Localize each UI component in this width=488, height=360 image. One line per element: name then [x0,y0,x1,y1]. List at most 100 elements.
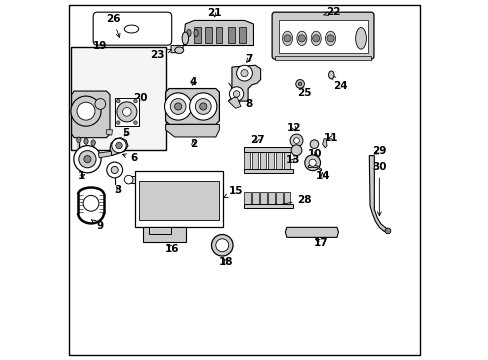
Circle shape [290,145,301,156]
Polygon shape [285,227,338,237]
Text: 15: 15 [223,186,243,198]
Polygon shape [244,151,250,170]
Text: 26: 26 [105,14,120,37]
Circle shape [112,138,126,153]
Text: 17: 17 [314,238,328,248]
Bar [143,227,186,242]
Bar [267,192,274,206]
Text: 5: 5 [122,129,129,138]
Circle shape [95,99,105,109]
Ellipse shape [328,71,333,79]
Polygon shape [267,151,273,170]
Polygon shape [308,166,321,171]
Circle shape [116,99,120,103]
Polygon shape [149,227,171,234]
Polygon shape [126,176,135,183]
Polygon shape [276,151,281,170]
Circle shape [116,142,122,149]
Text: 27: 27 [249,135,264,145]
Bar [215,27,222,43]
Ellipse shape [91,140,95,145]
Circle shape [174,103,182,110]
Circle shape [117,102,137,122]
Ellipse shape [174,47,183,53]
Text: 29: 29 [371,146,386,156]
Text: 11: 11 [324,133,338,143]
Text: 18: 18 [218,257,233,267]
Bar [244,192,250,206]
Bar [70,47,165,149]
Circle shape [83,195,99,211]
Ellipse shape [276,148,281,152]
Circle shape [289,134,303,147]
Circle shape [170,99,185,114]
Circle shape [71,96,101,126]
Ellipse shape [124,25,139,33]
Circle shape [233,91,239,97]
Polygon shape [106,130,112,135]
Text: 10: 10 [307,149,322,159]
Circle shape [211,234,233,256]
Bar [135,171,223,227]
Bar [228,27,234,43]
Ellipse shape [284,148,289,152]
Circle shape [124,175,133,184]
Circle shape [215,239,228,252]
Bar [284,192,290,206]
Ellipse shape [296,31,306,45]
Text: 6: 6 [122,153,138,163]
Ellipse shape [355,28,366,49]
Bar [278,21,367,53]
Circle shape [83,156,91,163]
Circle shape [122,108,131,116]
Circle shape [229,87,244,101]
Text: 16: 16 [164,244,179,254]
Ellipse shape [244,148,249,152]
FancyBboxPatch shape [271,12,373,59]
Text: 9: 9 [91,220,103,231]
Bar [239,27,245,43]
Polygon shape [252,151,258,170]
Text: 14: 14 [315,171,329,181]
Circle shape [189,93,217,120]
Text: 4: 4 [189,77,197,87]
Circle shape [298,82,301,86]
Ellipse shape [252,148,257,152]
Circle shape [241,69,247,77]
Circle shape [164,93,191,120]
Ellipse shape [194,30,198,37]
Polygon shape [322,139,326,148]
Text: 22: 22 [323,7,340,17]
Bar [244,168,293,173]
Polygon shape [260,151,265,170]
Circle shape [111,166,118,174]
Circle shape [77,102,95,120]
Text: 13: 13 [285,155,300,165]
Circle shape [326,35,333,42]
Text: 30: 30 [371,162,386,216]
Circle shape [293,138,299,143]
Ellipse shape [77,137,81,143]
Circle shape [312,35,319,42]
Bar [139,181,219,220]
Text: 25: 25 [297,85,311,98]
Text: 19: 19 [93,41,107,51]
Polygon shape [368,156,387,233]
Text: 3: 3 [114,185,122,195]
FancyBboxPatch shape [93,12,171,45]
Circle shape [133,121,137,125]
Bar [260,192,266,206]
Ellipse shape [325,31,335,45]
Circle shape [116,121,120,125]
Polygon shape [165,89,219,125]
Polygon shape [228,65,260,101]
Circle shape [384,228,390,234]
Text: 12: 12 [286,123,301,133]
Text: 20: 20 [128,93,147,123]
Circle shape [304,155,320,171]
Circle shape [199,103,206,110]
Ellipse shape [182,32,188,45]
Bar [115,98,139,126]
Bar [244,147,293,152]
Text: 28: 28 [272,195,311,207]
